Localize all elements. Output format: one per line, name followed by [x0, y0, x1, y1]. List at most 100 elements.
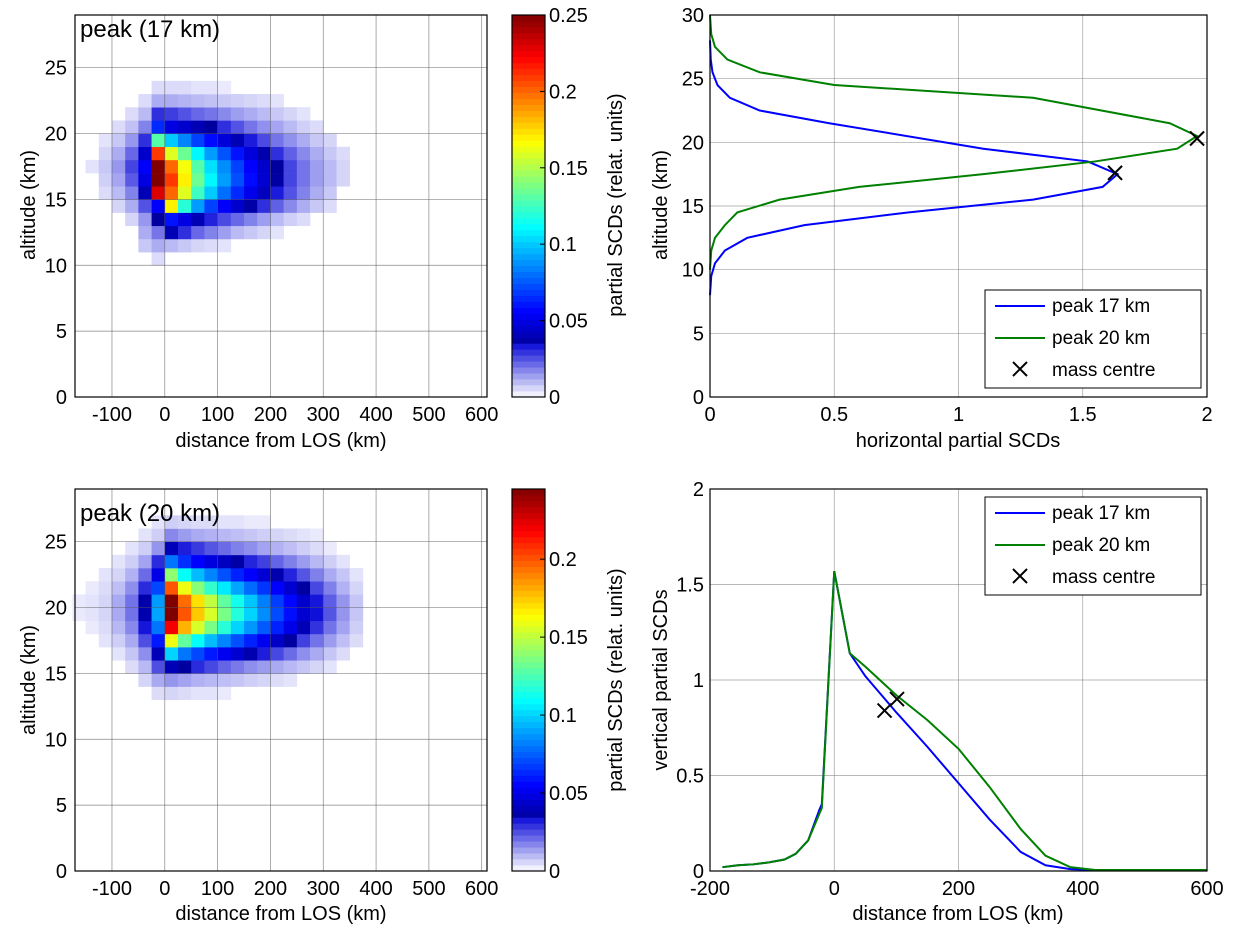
y-tick-label: 0 [56, 387, 67, 409]
heatmap-cell [204, 568, 218, 582]
line-2-ylabel: altitude (km) [650, 150, 672, 260]
heatmap-cell [178, 515, 192, 529]
heatmap-cell [204, 146, 218, 161]
heatmap-cell [178, 159, 192, 174]
heatmap-cell [257, 146, 271, 161]
heatmap-cell [230, 568, 245, 582]
heatmap-cell [230, 647, 245, 661]
colorbar-tick-label: 0.2 [549, 549, 577, 571]
heatmap-cell [283, 620, 298, 635]
heatmap-cell [138, 94, 152, 108]
colorbar-band [512, 799, 545, 806]
heatmap-cell [310, 633, 324, 648]
heatmap-cell [257, 159, 271, 174]
heatmap-cell [138, 120, 152, 134]
series-line-peak20 [722, 570, 1207, 872]
heatmap-cell [164, 120, 179, 134]
colorbar-band [512, 385, 545, 392]
heatmap-cell [270, 581, 284, 595]
colorbar-band [512, 146, 545, 153]
heatmap-cell [283, 186, 298, 200]
heatmap-cell [191, 660, 205, 674]
heatmap-cell [98, 146, 113, 161]
heatmap-cell [296, 159, 311, 174]
y-tick-label: 1.5 [676, 575, 704, 597]
heatmap-cell [204, 107, 218, 121]
colorbar-band [512, 644, 545, 651]
heatmap-cell [217, 146, 232, 161]
heatmap-cell [204, 686, 218, 701]
heatmap-cell [85, 581, 100, 595]
heatmap-cell [244, 146, 258, 161]
heatmap-cell [204, 238, 218, 253]
heatmap-cell [138, 554, 152, 569]
heatmap-cell [257, 633, 271, 648]
heatmap-cell [230, 581, 245, 595]
heatmap-cell [72, 594, 86, 608]
heatmap-cell [244, 541, 258, 556]
heatmap-cell [125, 633, 139, 648]
y-tick-label: 0 [693, 387, 704, 409]
heatmap-cell [336, 568, 350, 582]
heatmap-cell [164, 633, 179, 648]
heatmap-cell [151, 159, 166, 174]
heatmap-cell [296, 146, 311, 161]
heatmap-cell [151, 225, 166, 240]
heatmap-cell [349, 620, 364, 635]
heatmap-cell [270, 554, 284, 569]
line-4-legend: peak 17 km peak 20 km mass centre [984, 496, 1202, 596]
colorbar-band [512, 92, 545, 99]
line-2-xlabel: horizontal partial SCDs [856, 430, 1061, 452]
heatmap-cell [230, 673, 245, 687]
colorbar-tick-label: 0.15 [549, 158, 588, 180]
heatmap-cell [336, 607, 350, 622]
heatmap-cell [323, 554, 337, 569]
heatmap-cell [283, 568, 298, 582]
y-tick-label: 0 [56, 861, 67, 883]
heatmap-cell [270, 594, 284, 608]
colorbar-band [512, 536, 545, 544]
colorbar-band [512, 206, 545, 213]
colorbar-band [512, 853, 545, 860]
x-tick-label: 600 [465, 404, 498, 426]
colorbar-band [512, 343, 545, 350]
heatmap-cell [164, 238, 179, 253]
y-tick-label: 25 [45, 58, 67, 80]
heatmap-cell [296, 568, 311, 582]
heatmap-cell [164, 607, 179, 622]
heatmap-cell [283, 199, 298, 213]
heatmap-cell [323, 568, 337, 582]
heatmap-cell [111, 120, 126, 134]
heatmap-cell [257, 620, 271, 635]
heatmap-cell [244, 212, 258, 227]
x-tick-label: 200 [942, 878, 975, 900]
heatmap-cell [85, 607, 100, 622]
heatmap-cell [257, 554, 271, 569]
colorbar-band [512, 164, 545, 171]
heatmap-cell [98, 633, 113, 648]
heatmap-cell [138, 159, 152, 174]
heatmap-cell [98, 133, 113, 148]
colorbar-band [512, 841, 545, 848]
heatmap-cell [164, 186, 179, 200]
heatmap-cell [164, 515, 179, 529]
heatmap-cell [125, 581, 139, 595]
colorbar-band [512, 566, 545, 573]
colorbar-1: 0 0.05 0.1 0.15 0.2 0.25 partial SCDs (relat.… [511, 5, 627, 409]
colorbar-band [512, 200, 545, 207]
colorbar-band [512, 727, 545, 735]
heatmap-cell [244, 94, 258, 108]
heatmap-cell [323, 581, 337, 595]
heatmap-cell [164, 686, 179, 701]
heatmap-cell [138, 528, 152, 542]
heatmap-cell [257, 515, 271, 529]
colorbar-band [512, 656, 545, 663]
colorbar-band [512, 229, 545, 237]
heatmap-cell [244, 673, 258, 687]
heatmap-cell [191, 94, 205, 108]
colorbar-band [512, 614, 545, 621]
heatmap-cell [270, 159, 284, 174]
heatmap-cell [178, 199, 192, 213]
colorbar-band [512, 373, 545, 380]
heatmap-1-y-tick-labels: 0 5 10 15 20 25 [45, 58, 67, 409]
